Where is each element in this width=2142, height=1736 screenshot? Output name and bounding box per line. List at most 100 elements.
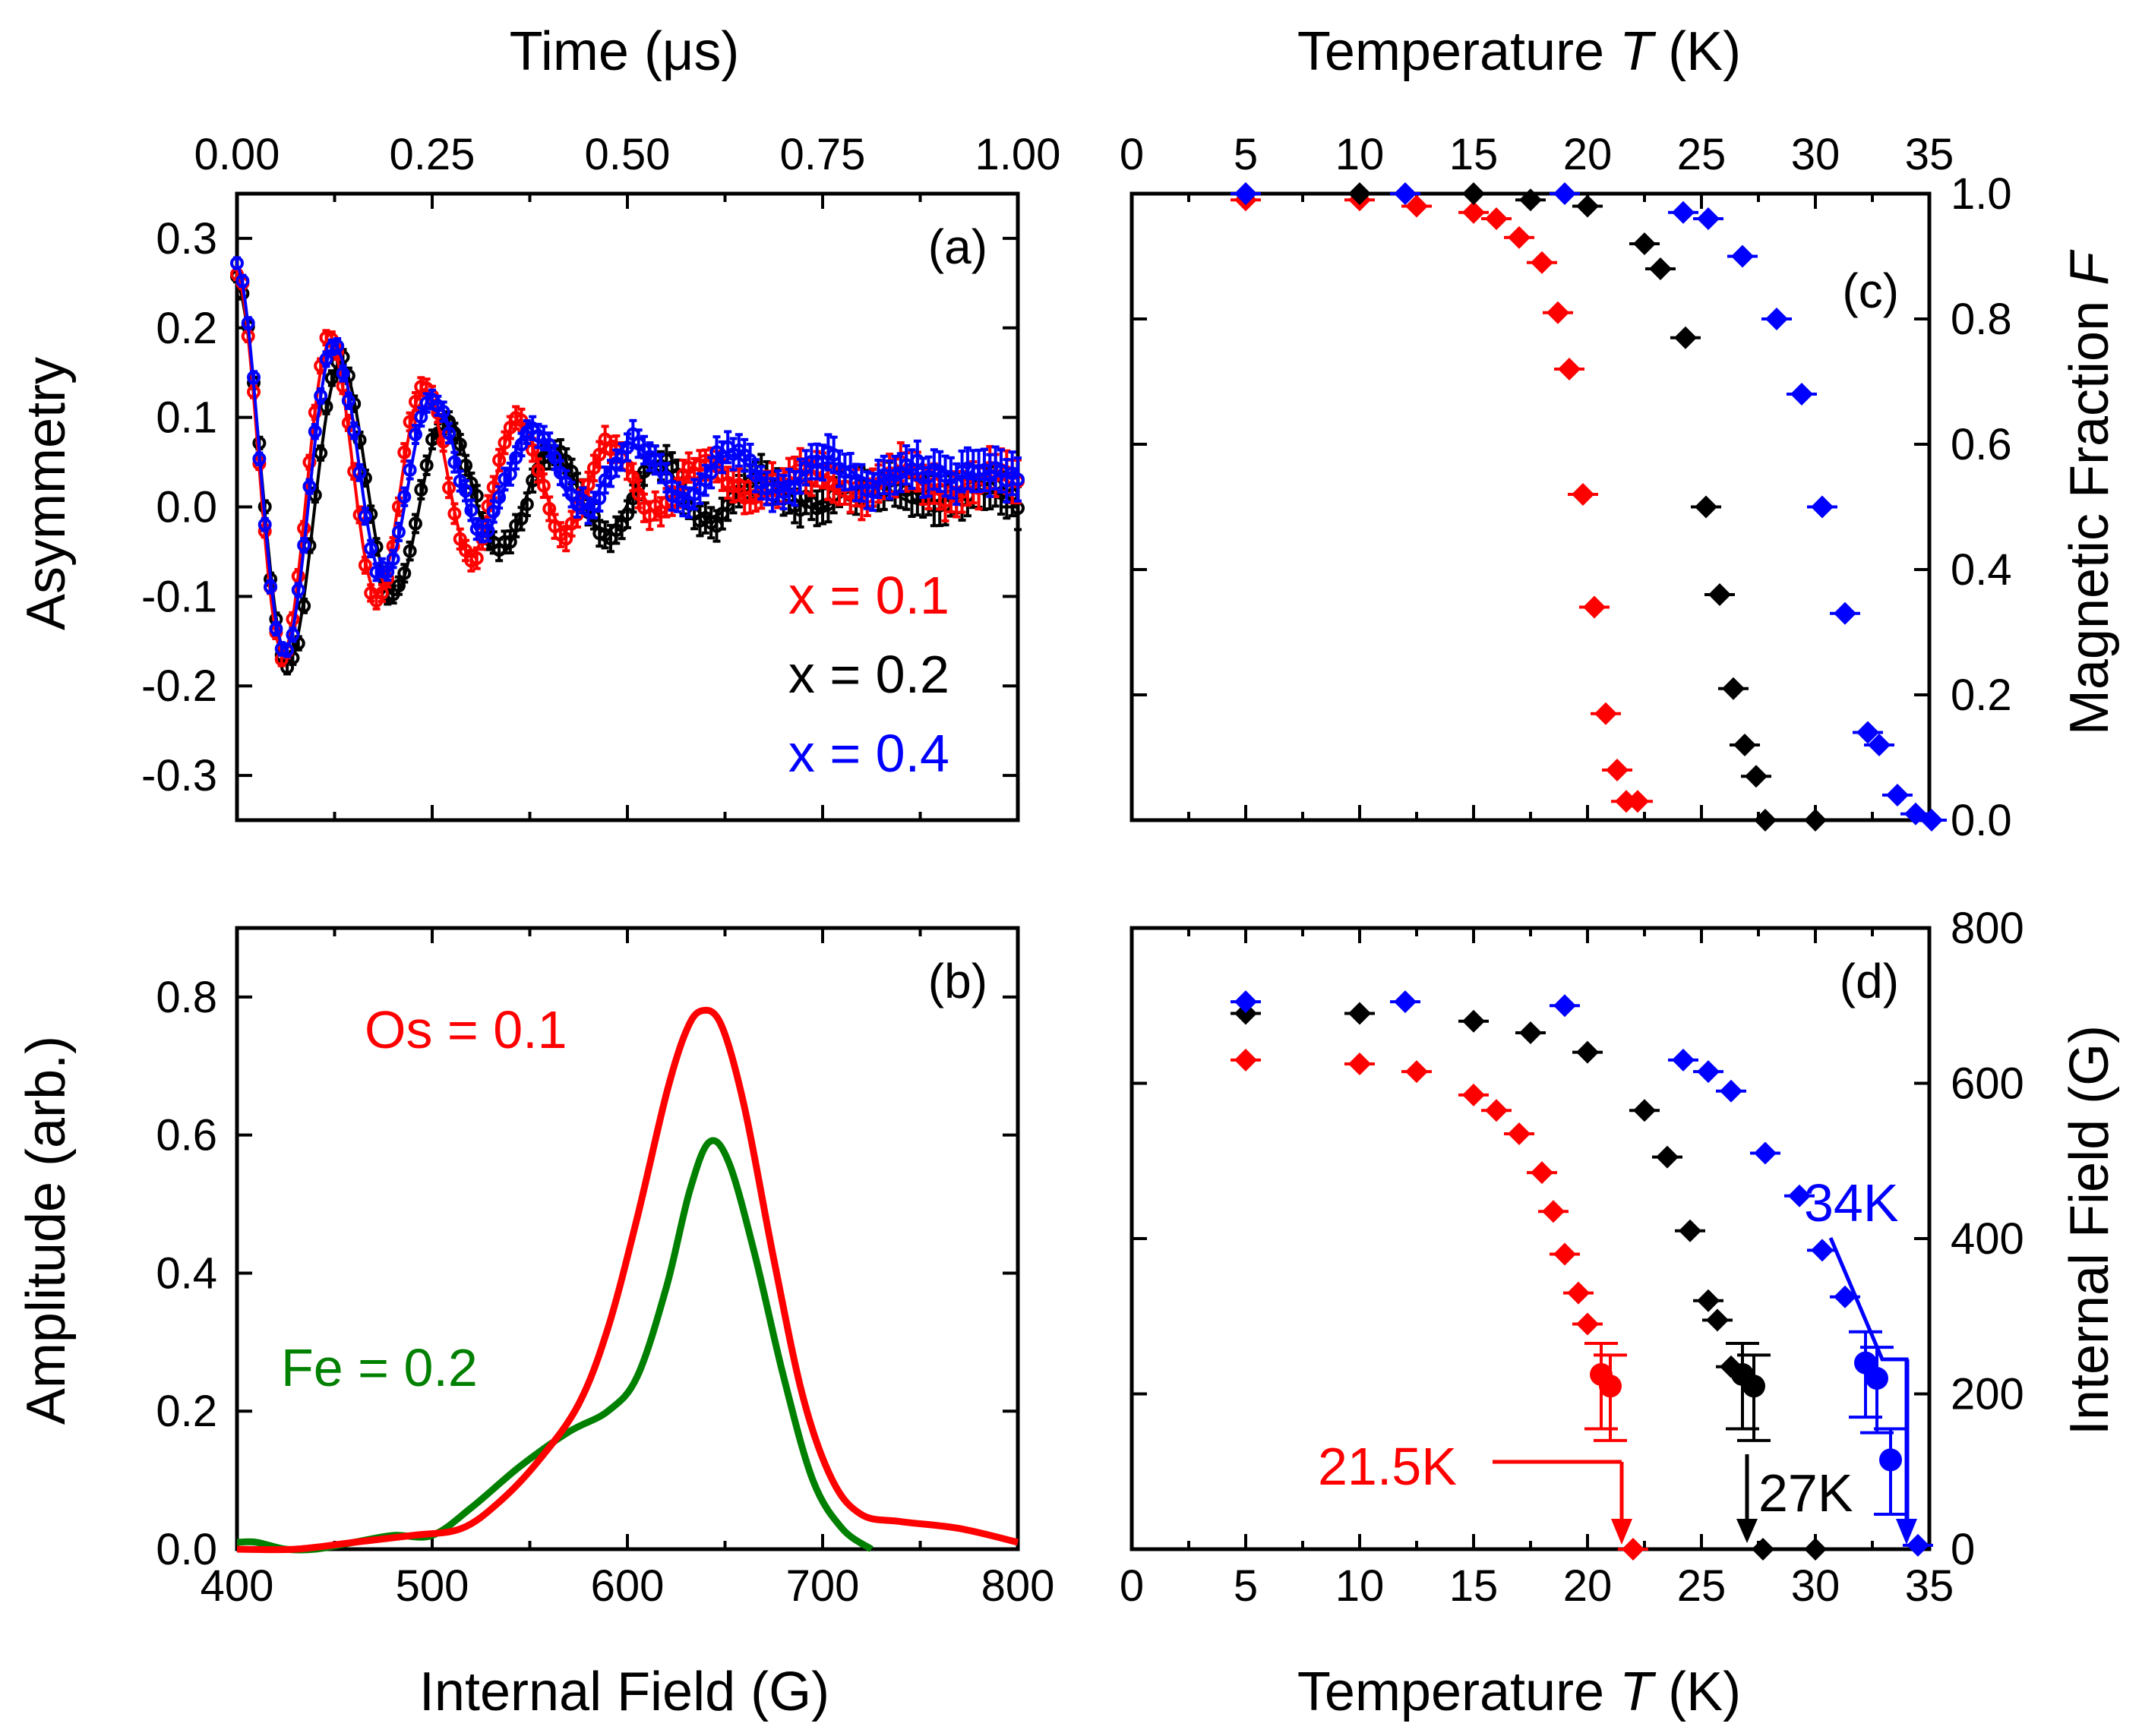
panel-c-point-1-10 <box>1722 677 1745 700</box>
panel-a-x-tick-label-1: 0.25 <box>390 130 475 179</box>
panel-d-x-tick-label-0: 0 <box>1120 1561 1144 1611</box>
panel-d-point-0-9 <box>1567 1281 1590 1305</box>
panel-c-x-tick-label-6: 30 <box>1791 130 1840 179</box>
panel-c-point-1-2 <box>1462 182 1485 205</box>
panel-b-ytick-label-0: 0.0 <box>156 1525 217 1574</box>
panel-d-x-tick-label-5: 25 <box>1677 1561 1727 1611</box>
panel-b-ytick-label-2: 0.4 <box>156 1248 217 1298</box>
annotation-27k: 27K <box>1758 1463 1853 1523</box>
panel-c-point-0-7 <box>1546 301 1569 324</box>
panel-c-point-2-0 <box>1234 182 1257 205</box>
panel-d-ytick-label-1: 200 <box>1951 1370 2024 1419</box>
panel-c-point-1-5 <box>1633 232 1656 255</box>
panel-d-x-tick-label-6: 30 <box>1791 1561 1840 1611</box>
panel-c-x-tick-label-5: 25 <box>1677 130 1727 179</box>
panel-b-x-tick-label-2: 600 <box>591 1561 665 1611</box>
panel-c-point-0-6 <box>1531 251 1553 274</box>
panel-c-point-0-10 <box>1583 595 1606 619</box>
panel-b-xlabel: Internal Field (G) <box>419 1662 829 1722</box>
panel-b-curve-os <box>236 1006 1019 1554</box>
legend-b-os: Os = 0.1 <box>365 1000 567 1059</box>
panel-d-point-0-5 <box>1508 1122 1531 1145</box>
panel-a-ytick-label-5: 0.2 <box>156 304 217 353</box>
panel-a-ytick-label-4: 0.1 <box>156 393 217 443</box>
panel-c-point-1-1 <box>1348 182 1371 205</box>
panel-c-x-tick-label-1: 5 <box>1234 130 1258 179</box>
panel-c-point-1-14 <box>1804 809 1827 832</box>
panel-c-point-1-8 <box>1695 495 1717 519</box>
panel-c-point-2-11 <box>1868 734 1891 756</box>
panel-c-point-1-13 <box>1754 809 1777 832</box>
panel-d-ytick-label-2: 400 <box>1951 1214 2024 1264</box>
panel-b-ytick-label-1: 0.2 <box>156 1387 217 1436</box>
panel-c-point-2-6 <box>1765 308 1788 330</box>
panel-d-point-2-8 <box>1811 1239 1834 1262</box>
panel-a-x-tick-label-3: 0.75 <box>780 130 866 179</box>
panel-a-x-tick-label-2: 0.50 <box>585 130 671 179</box>
panel-d-point-1-9 <box>1706 1308 1729 1332</box>
panel-d-point-0-1 <box>1348 1052 1371 1075</box>
panel-c-point-2-9 <box>1834 601 1856 625</box>
panel-d-point-0-2 <box>1405 1060 1428 1084</box>
panel-b-label: (b) <box>928 954 987 1008</box>
panel-d-point-2-3 <box>1672 1048 1695 1072</box>
annotation-34k-head <box>1896 1519 1917 1545</box>
panel-d-point-2-6 <box>1754 1141 1777 1165</box>
panel-b-x-tick-label-0: 400 <box>201 1561 274 1611</box>
panel-d-point-2-12 <box>1879 1448 1902 1472</box>
panel-c-point-2-12 <box>1886 784 1909 806</box>
panel-a-top-xlabel: Time (μs) <box>510 21 740 82</box>
panel-c-point-0-9 <box>1572 483 1594 506</box>
panel-c-point-1-3 <box>1519 188 1542 212</box>
panel-d-point-1-0 <box>1234 1002 1257 1025</box>
panel-c-ytick-label-1: 0.2 <box>1951 671 2012 720</box>
panel-c-point-0-8 <box>1558 358 1581 380</box>
panel-b-x-tick-label-1: 500 <box>396 1561 469 1611</box>
panel-d-label: (d) <box>1840 954 1899 1008</box>
panel-b-x-tick-label-3: 700 <box>786 1561 860 1611</box>
panel-d-point-2-5 <box>1720 1079 1742 1103</box>
panel-d-point-0-13 <box>1622 1538 1644 1561</box>
panel-c-x-tick-label-4: 20 <box>1563 130 1613 179</box>
panel-c-ytick-label-3: 0.6 <box>1951 420 2012 469</box>
annotation-34k: 34K <box>1804 1173 1899 1233</box>
panel-d-point-1-8 <box>1697 1289 1720 1312</box>
panel-c-point-0-2 <box>1405 194 1428 218</box>
annotation-21-5k-head <box>1611 1519 1632 1545</box>
panel-d-point-1-4 <box>1576 1040 1599 1064</box>
panel-c-point-2-1 <box>1394 182 1417 205</box>
panel-b-x-tick-label-4: 800 <box>981 1561 1055 1611</box>
legend-a-x04: x = 0.4 <box>788 724 949 783</box>
panel-c-point-0-14 <box>1626 790 1649 813</box>
panel-c-point-2-14 <box>1920 809 1943 832</box>
panel-c-point-2-7 <box>1790 383 1813 406</box>
panel-d-point-0-0 <box>1234 1048 1257 1072</box>
panel-a-ytick-label-0: -0.3 <box>141 751 217 800</box>
panel-a-ylabel: Asymmetry <box>16 357 77 630</box>
panel-d-x-tick-label-3: 15 <box>1449 1561 1499 1611</box>
panel-d-point-1-6 <box>1656 1145 1679 1169</box>
panel-c-point-1-4 <box>1576 194 1599 218</box>
panel-c-point-2-2 <box>1553 182 1576 205</box>
panel-a-ytick-label-6: 0.3 <box>156 214 217 264</box>
panel-d-point-1-5 <box>1633 1099 1656 1122</box>
panel-d-point-1-14 <box>1804 1538 1827 1561</box>
panel-d-point-0-8 <box>1553 1242 1576 1266</box>
panel-c-ytick-label-2: 0.4 <box>1951 545 2012 595</box>
panel-c-point-2-4 <box>1697 207 1720 230</box>
panel-b-ytick-label-3: 0.6 <box>156 1111 217 1160</box>
panel-c-point-1-7 <box>1674 326 1697 349</box>
panel-d-x-tick-label-2: 10 <box>1335 1561 1385 1611</box>
panel-d-ylabel: Internal Field (G) <box>2059 1025 2120 1435</box>
legend-a-x01: x = 0.1 <box>788 566 949 625</box>
panel-d-point-0-7 <box>1542 1200 1565 1223</box>
panel-b-ytick-label-4: 0.8 <box>156 973 217 1022</box>
panel-c-x-tick-label-2: 10 <box>1335 130 1385 179</box>
panel-d-point-1-1 <box>1348 1002 1371 1025</box>
panel-c-point-0-3 <box>1462 200 1485 224</box>
panel-d-point-2-1 <box>1394 990 1417 1014</box>
panel-d-point-2-2 <box>1553 994 1576 1018</box>
panel-d-x-tick-label-4: 20 <box>1563 1561 1613 1611</box>
panel-d-point-1-3 <box>1519 1021 1542 1045</box>
panel-c-x-tick-label-7: 35 <box>1905 130 1954 179</box>
